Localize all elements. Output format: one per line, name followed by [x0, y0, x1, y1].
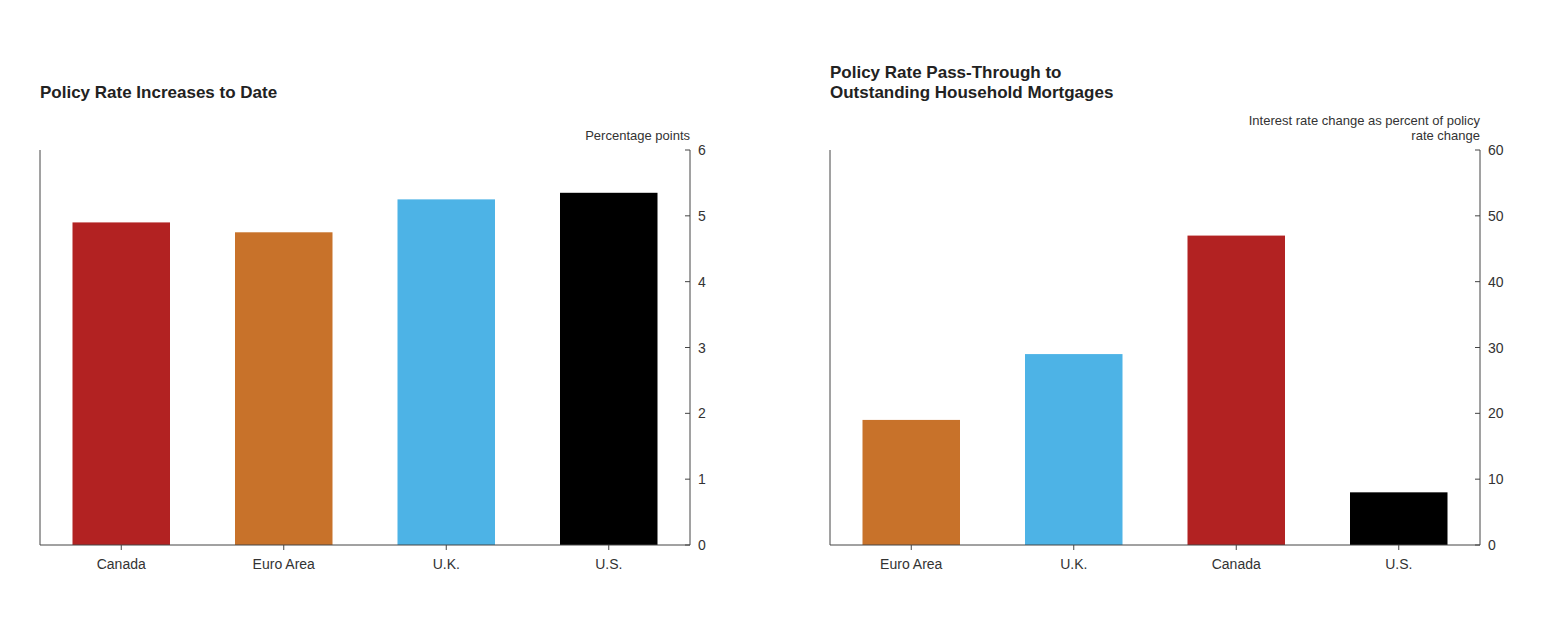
- y-tick: [1475, 215, 1480, 216]
- bar: [560, 193, 658, 545]
- y-tick: [685, 479, 690, 480]
- x-tick-label: U.S.: [595, 556, 622, 572]
- y-tick-label: 30: [1488, 340, 1504, 356]
- y-tick: [685, 347, 690, 348]
- bar: [398, 199, 496, 545]
- bar-chart: Policy Rate Pass-Through toOutstanding H…: [830, 63, 1504, 572]
- y-tick: [685, 215, 690, 216]
- y-tick: [685, 281, 690, 282]
- x-tick-label: Euro Area: [880, 556, 942, 572]
- y-tick: [685, 545, 690, 546]
- x-tick: [1398, 545, 1399, 550]
- y-tick: [685, 413, 690, 414]
- y-tick: [1475, 150, 1480, 151]
- y-tick-label: 20: [1488, 405, 1504, 421]
- left-axis-line: [830, 150, 831, 545]
- y-tick: [1475, 479, 1480, 480]
- x-tick: [1236, 545, 1237, 550]
- y-tick-label: 5: [698, 208, 706, 224]
- chart-title: Policy Rate Pass-Through toOutstanding H…: [830, 63, 1113, 102]
- y-tick-label: 10: [1488, 471, 1504, 487]
- bar-chart: Policy Rate Increases to Date Percentage …: [40, 83, 706, 572]
- x-tick-label: Canada: [97, 556, 146, 572]
- bar: [1188, 236, 1286, 545]
- x-tick-label: U.K.: [1060, 556, 1087, 572]
- x-tick: [1073, 545, 1074, 550]
- y-axis-label: Interest rate change as percent of polic…: [1249, 113, 1481, 143]
- chart-title: Policy Rate Increases to Date: [40, 83, 277, 102]
- y-tick: [1475, 545, 1480, 546]
- x-axis-line: [830, 545, 1480, 546]
- y-tick: [1475, 413, 1480, 414]
- bars: [73, 193, 658, 545]
- chart-canvas: Policy Rate Increases to Date Percentage …: [0, 0, 1559, 626]
- y-tick-label: 1: [698, 471, 706, 487]
- x-tick: [121, 545, 122, 550]
- x-axis-line: [40, 545, 690, 546]
- bars: [863, 236, 1448, 545]
- y-tick-label: 40: [1488, 274, 1504, 290]
- y-tick: [685, 150, 690, 151]
- x-tick: [911, 545, 912, 550]
- y-tick-label: 50: [1488, 208, 1504, 224]
- x-tick-label: Euro Area: [253, 556, 315, 572]
- x-tick-label: U.K.: [433, 556, 460, 572]
- x-tick-label: U.S.: [1385, 556, 1412, 572]
- y-tick-label: 4: [698, 274, 706, 290]
- bar: [863, 420, 961, 545]
- x-tick: [283, 545, 284, 550]
- y-axis-label: Percentage points: [585, 128, 690, 143]
- bar: [1025, 354, 1123, 545]
- bar: [73, 222, 171, 545]
- y-tick-label: 0: [698, 537, 706, 553]
- y-tick: [1475, 347, 1480, 348]
- bar: [1350, 492, 1448, 545]
- x-tick: [446, 545, 447, 550]
- y-tick: [1475, 281, 1480, 282]
- bar: [235, 232, 333, 545]
- y-tick-label: 0: [1488, 537, 1496, 553]
- x-tick: [608, 545, 609, 550]
- y-tick-label: 6: [698, 142, 706, 158]
- y-tick-label: 3: [698, 340, 706, 356]
- y-tick-label: 2: [698, 405, 706, 421]
- y-tick-label: 60: [1488, 142, 1504, 158]
- x-tick-label: Canada: [1212, 556, 1261, 572]
- left-axis-line: [40, 150, 41, 545]
